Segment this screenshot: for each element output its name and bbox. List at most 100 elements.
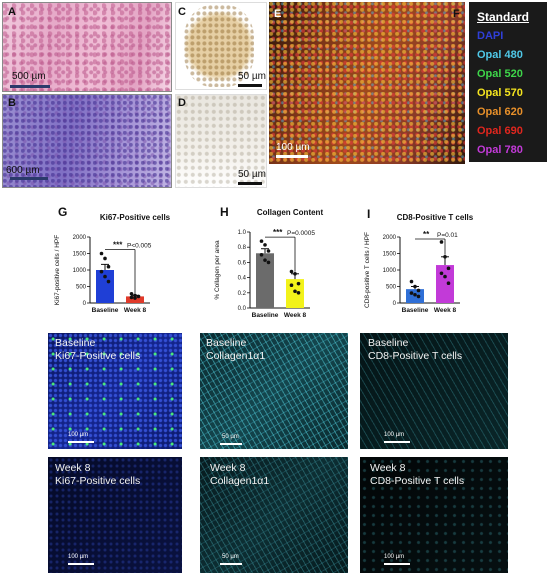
legend-title: Standard xyxy=(477,10,530,24)
chart-h-point-0-1 xyxy=(263,243,267,247)
chart-g-point-0-5 xyxy=(106,279,111,284)
panel-i-letter: I xyxy=(367,207,371,221)
chart-g-sig-stars: *** xyxy=(113,241,123,250)
chart-i-point-1-3 xyxy=(439,271,444,276)
chart-h-pvalue: P=0.0005 xyxy=(287,230,315,237)
panel-c-scalebar xyxy=(238,84,262,87)
chart-h-point-0-5 xyxy=(266,260,271,265)
micrograph-collagen-baseline xyxy=(200,333,348,449)
chart-i-point-0-1 xyxy=(413,284,417,289)
panel-b-letter: B xyxy=(8,97,16,109)
chart-h-bar-0 xyxy=(256,253,274,308)
legend-item-opal-520: Opal 520 xyxy=(477,68,523,80)
micrograph-collagen-week8-scale-label: 50 µm xyxy=(222,554,239,560)
chart-h-bar-1 xyxy=(286,279,304,308)
chart-h-point-1-4 xyxy=(293,289,297,294)
chart-g-point-0-2 xyxy=(106,264,111,269)
panel-a-scale-label: 500 µm xyxy=(12,71,46,82)
micrograph-collagen-baseline-label-2: Collagen1α1 xyxy=(206,350,266,362)
chart-i-point-0-0 xyxy=(409,279,414,284)
micrograph-collagen-week8-label-1: Week 8 xyxy=(210,462,246,474)
panel-e-letter: E xyxy=(274,8,282,20)
panel-c-scale-label: 50 µm xyxy=(238,71,266,82)
chart-i-point-0-3 xyxy=(409,291,414,295)
chart-i-point-1-5 xyxy=(446,281,451,285)
micrograph-ki67-week8-scalebar xyxy=(68,563,94,565)
chart-i-point-1-4 xyxy=(443,274,447,279)
chart-h-ytick-label-1: 0.2 xyxy=(238,291,247,297)
chart-i-point-0-2 xyxy=(416,288,421,293)
micrograph-ki67-week8-label-2: Ki67-Positive cells xyxy=(55,475,141,487)
legend-item-opal-780: Opal 780 xyxy=(477,144,523,156)
panel-c-image xyxy=(175,2,267,90)
chart-i-ylabel: CD8-positive T cells / HPF xyxy=(364,232,371,308)
chart-g-category-0: Baseline xyxy=(92,307,119,314)
panel-e-scale-label: 100 µm xyxy=(276,142,310,153)
legend-item-opal-690: Opal 690 xyxy=(477,125,523,137)
panel-d-image xyxy=(175,94,267,188)
panel-h-letter: H xyxy=(220,205,229,219)
chart-h-ylabel: % Collagen per area xyxy=(214,240,221,300)
legend-item-dapi: DAPI xyxy=(477,30,504,42)
micrograph-cd8-baseline-label-2: CD8-Positive T cells xyxy=(368,350,463,362)
fluorophore-legend: Standard DAPI Opal 480 Opal 520 Opal 570… xyxy=(469,2,547,162)
chart-i-pvalue: P=0.01 xyxy=(437,232,458,239)
panel-b-scale-label: 600 µm xyxy=(6,165,40,176)
micrograph-ki67-baseline-scalebar xyxy=(68,441,94,443)
micrograph-cd8-week8-label-2: CD8-Positive T cells xyxy=(370,475,465,487)
panel-a-image xyxy=(2,2,172,92)
micrograph-ki67-week8 xyxy=(48,457,182,573)
chart-g-point-1-0 xyxy=(129,291,134,296)
chart-g-point-1-3 xyxy=(129,295,134,300)
chart-i-title: CD8-Positive T cells xyxy=(396,213,474,222)
chart-g-pvalue: P<0.005 xyxy=(127,243,152,250)
chart-g-point-0-0 xyxy=(99,251,104,256)
micrograph-ki67-baseline-label-2: Ki67-Positive cells xyxy=(55,350,141,362)
micrograph-ki67-baseline-label-1: Baseline xyxy=(55,337,96,349)
chart-g-point-0-1 xyxy=(103,256,107,261)
chart-h-ytick-label-3: 0.6 xyxy=(238,260,247,266)
micrograph-collagen-week8 xyxy=(200,457,348,573)
chart-i-point-1-0 xyxy=(439,240,444,244)
micrograph-cd8-baseline-label-1: Baseline xyxy=(368,337,409,349)
chart-h-title: Collagen Content xyxy=(256,208,324,217)
panel-c-letter: C xyxy=(178,6,186,18)
chart-g-ytick-label-4: 2000 xyxy=(73,235,87,241)
chart-h-ytick-label-4: 0.8 xyxy=(238,245,247,251)
chart-h-ytick-label-5: 1.0 xyxy=(238,230,247,236)
chart-i-ytick-label-1: 500 xyxy=(386,285,397,291)
panel-b-scalebar xyxy=(10,177,48,180)
chart-i-point-1-1 xyxy=(443,255,447,259)
chart-i-point-1-2 xyxy=(446,266,451,271)
chart-h-sig-stars: *** xyxy=(273,228,283,237)
panel-c-tissue xyxy=(184,5,254,87)
legend-item-opal-570: Opal 570 xyxy=(477,87,523,99)
chart-h-category-0: Baseline xyxy=(252,312,279,319)
micrograph-cd8-baseline-scale-label: 100 µm xyxy=(384,432,405,438)
chart-i: CD8-positive T cells / HPF 0 500 1000 1500 20… xyxy=(364,230,460,314)
legend-item-opal-620: Opal 620 xyxy=(477,106,523,118)
micrograph-cd8-week8 xyxy=(360,457,508,573)
chart-g-ytick-label-2: 1000 xyxy=(73,268,87,274)
chart-h-point-1-0 xyxy=(289,269,294,274)
chart-g-point-0-3 xyxy=(99,269,104,274)
micrograph-ki67-week8-scale-label: 100 µm xyxy=(68,554,89,560)
micrograph-ki67-baseline-scale-label: 100 µm xyxy=(68,432,89,438)
chart-h-ytick-label-0: 0.0 xyxy=(238,306,247,312)
micrograph-cd8-week8-scalebar xyxy=(384,563,410,565)
chart-g-bar-0 xyxy=(96,270,114,303)
chart-i-category-0: Baseline xyxy=(402,307,429,314)
chart-h-category-1: Week 8 xyxy=(284,312,307,319)
chart-i-ytick-label-3: 1500 xyxy=(383,252,397,258)
chart-g-category-1: Week 8 xyxy=(124,307,147,314)
micrograph-cd8-baseline xyxy=(360,333,508,449)
chart-h-point-0-0 xyxy=(259,239,264,243)
chart-i-sig-stars: ** xyxy=(423,230,430,239)
chart-g-point-1-2 xyxy=(136,294,141,299)
chart-g-point-1-1 xyxy=(133,293,137,298)
micrograph-cd8-baseline-scalebar xyxy=(384,441,410,443)
chart-h-point-0-2 xyxy=(266,249,271,253)
chart-g-title: Ki67-Positive cells xyxy=(99,213,171,222)
chart-g-ytick-label-0: 0 xyxy=(83,301,87,307)
legend-item-opal-480: Opal 480 xyxy=(477,49,523,61)
